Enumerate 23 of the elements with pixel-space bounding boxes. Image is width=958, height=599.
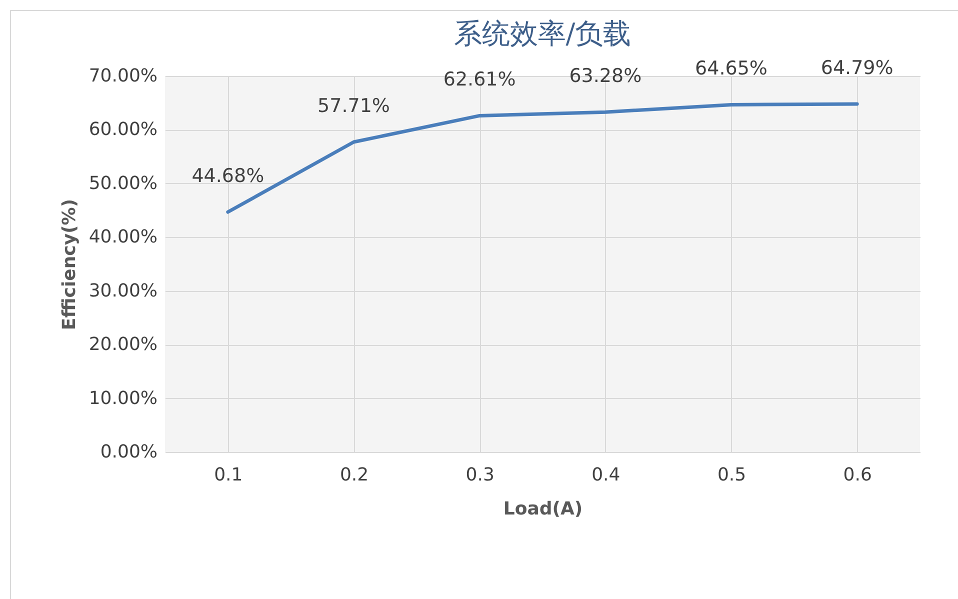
data-label: 62.61%	[443, 68, 516, 91]
x-tick-label: 0.5	[717, 464, 746, 486]
y-axis-title: Efficiency(%)	[58, 198, 80, 330]
x-tick-label: 0.6	[843, 464, 872, 486]
y-tick-label: 60.00%	[88, 119, 158, 140]
y-tick-label: 10.00%	[88, 388, 158, 409]
y-tick-label: 30.00%	[88, 280, 158, 302]
y-tick-label: 40.00%	[88, 226, 158, 248]
data-label: 44.68%	[192, 165, 264, 188]
x-tick-label: 0.1	[214, 464, 243, 486]
y-tick-label: 0.00%	[100, 442, 158, 462]
y-tick-label: 70.00%	[88, 66, 158, 86]
y-tick-label: 50.00%	[88, 172, 158, 194]
data-label: 64.65%	[695, 58, 768, 80]
x-tick-label: 0.3	[466, 464, 494, 486]
data-label: 63.28%	[569, 65, 642, 88]
x-tick-label: 0.4	[592, 464, 620, 486]
data-label: 64.79%	[820, 56, 894, 79]
x-axis-title: Load(A)	[503, 498, 583, 520]
x-tick-label: 0.2	[340, 464, 369, 486]
chart-title: 系统效率/负载	[454, 16, 632, 50]
y-tick-label: 20.00%	[88, 334, 158, 356]
data-label: 57.71%	[318, 95, 390, 118]
